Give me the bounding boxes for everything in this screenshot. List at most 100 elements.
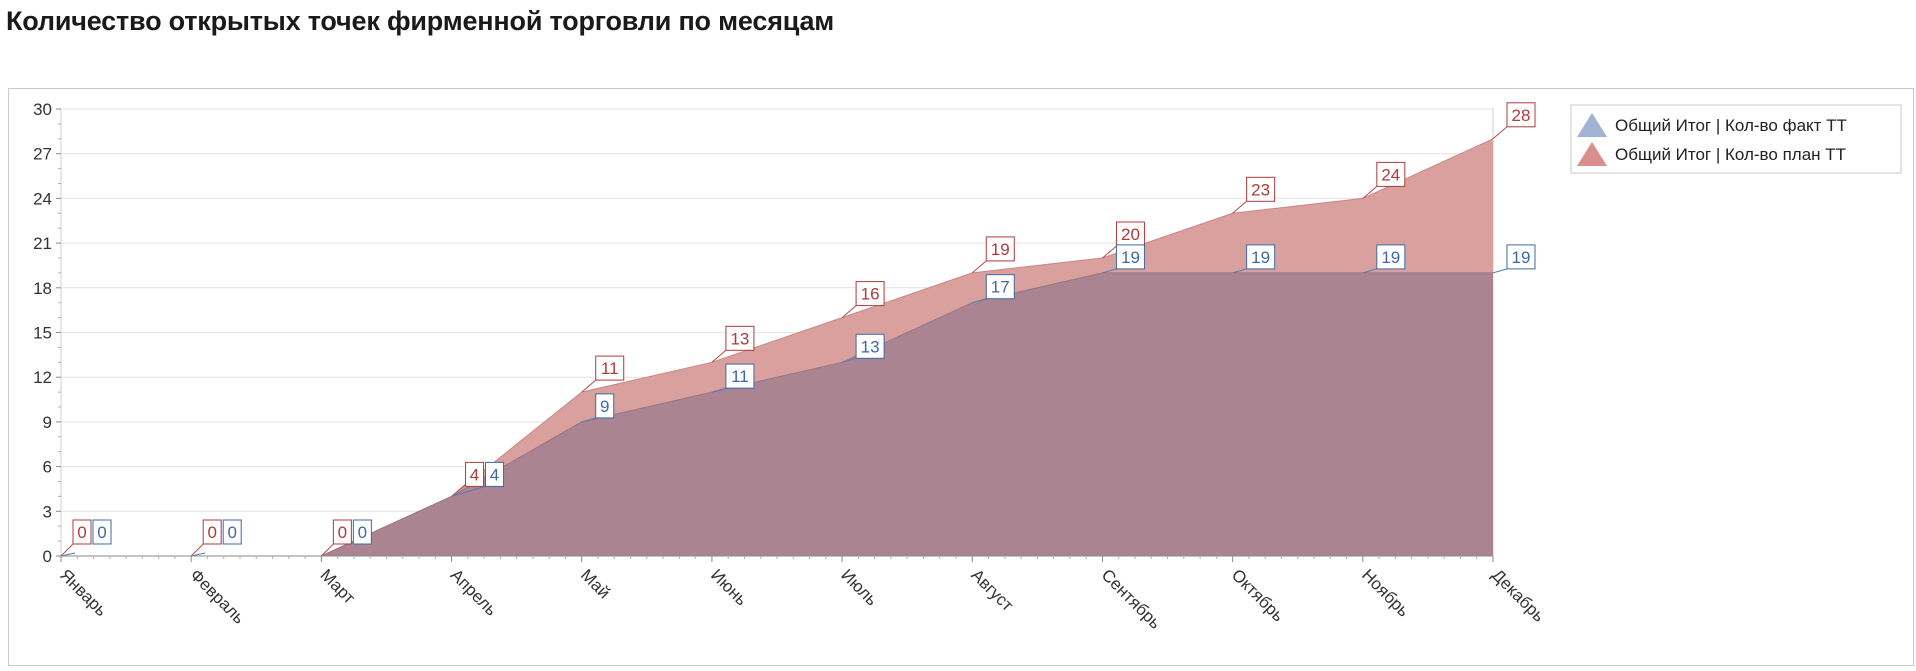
x-tick-label: Декабрь (1488, 565, 1548, 625)
x-tick-label: Сентябрь (1098, 565, 1165, 632)
plan-data-label-box (1506, 102, 1536, 128)
x-tick-label: Январь (56, 565, 111, 620)
fact-data-label: 0 (227, 523, 236, 542)
chart-title: Количество открытых точек фирменной торг… (6, 6, 835, 36)
plan-data-label-box (202, 519, 222, 545)
fact-leader-line (711, 387, 727, 393)
plan-leader-line (1232, 200, 1247, 214)
fact-data-label-box (1115, 244, 1145, 270)
fact-data-label: 0 (97, 523, 106, 542)
fact-data-label: 11 (731, 367, 749, 386)
fact-data-label-box (92, 519, 112, 545)
plan-leader-line (190, 543, 204, 557)
fact-data-label-box (1376, 244, 1406, 270)
fact-data-label-box (725, 363, 755, 389)
x-tick-label: Март (317, 565, 359, 607)
fact-data-label-box (1506, 244, 1536, 270)
y-tick-label: 9 (43, 413, 52, 432)
plan-data-label-box (1246, 176, 1276, 202)
fact-leader-line (451, 485, 486, 497)
y-tick-label: 21 (33, 234, 52, 253)
plan-data-label: 23 (1251, 180, 1270, 199)
fact-data-label: 13 (861, 337, 880, 356)
plan-leader-line (711, 349, 727, 363)
plan-leader-line (581, 379, 597, 393)
fact-data-label: 19 (1121, 248, 1140, 267)
fact-leader-line (841, 357, 857, 363)
plan-data-label-box (985, 236, 1015, 262)
fact-data-label: 19 (1381, 248, 1400, 267)
plan-data-label: 24 (1381, 165, 1400, 184)
plan-data-label-box (465, 461, 485, 487)
y-tick-label: 0 (43, 547, 52, 566)
y-tick-label: 27 (33, 145, 52, 164)
plan-data-label-box (1115, 221, 1145, 247)
chart-frame: 0 3 6 9 12 15 18 21 24 27 30 Январь Февраль Март Апрел… (8, 88, 1914, 666)
plan-data-label: 0 (207, 523, 216, 542)
legend-box (1570, 104, 1902, 174)
fact-outline (321, 272, 1493, 557)
plan-leader-line (1102, 245, 1117, 259)
fact-data-label-box (855, 333, 885, 359)
plan-leader-line (841, 305, 857, 318)
plan-data-label: 13 (730, 329, 749, 348)
y-tick-label: 24 (33, 189, 52, 208)
y-tick-label: 30 (33, 100, 52, 119)
fact-data-label-box (595, 393, 615, 419)
y-tick-label: 3 (43, 502, 52, 521)
plan-leader-line (321, 543, 334, 557)
fact-data-label-box (485, 461, 505, 487)
plan-data-label: 19 (991, 240, 1010, 259)
fact-data-label-box (222, 519, 242, 545)
fact-data-label: 0 (358, 523, 367, 542)
plan-leader-line (1492, 126, 1508, 140)
legend-triangle-icon (1577, 142, 1607, 166)
x-tick-label: Май (577, 565, 614, 602)
plan-data-label-box (332, 519, 352, 545)
x-tick-label: Октябрь (1228, 565, 1288, 625)
x-tick-label: Апрель (447, 565, 501, 619)
legend-label: Общий Итог | Кол-во факт ТТ (1615, 116, 1847, 135)
y-tick-label: 15 (33, 324, 52, 343)
x-tick-label: Август (967, 565, 1017, 615)
plan-data-label: 0 (338, 523, 347, 542)
x-tick-label: Июль (837, 565, 881, 609)
x-tick-label: Февраль (186, 565, 248, 627)
fact-area (321, 272, 1493, 556)
fact-leader-line (1102, 268, 1117, 274)
fact-leader-line (1492, 268, 1508, 274)
y-tick-label: 18 (33, 279, 52, 298)
x-tick-label: Июнь (707, 565, 751, 609)
fact-data-label: 9 (600, 397, 609, 416)
fact-data-label-box (352, 519, 372, 545)
plan-data-label-box (855, 281, 885, 307)
area-chart: 0 3 6 9 12 15 18 21 24 27 30 Январь Февраль Март Апрел… (33, 100, 1902, 633)
fact-leader-line (1362, 268, 1377, 274)
plan-data-label: 11 (601, 359, 619, 378)
plan-data-label: 16 (861, 285, 880, 304)
plan-leader-line (60, 543, 74, 557)
fact-leader-line (581, 417, 596, 423)
plan-data-label: 28 (1512, 106, 1531, 125)
fact-leader-line (1232, 268, 1247, 274)
x-tick-label: Ноябрь (1358, 565, 1413, 620)
fact-data-label-box (1246, 244, 1276, 270)
fact-data-label: 17 (991, 278, 1010, 297)
plan-leader-line (1362, 186, 1378, 199)
y-tick-label: 6 (43, 458, 52, 477)
plan-data-label-box (725, 325, 755, 351)
plan-data-label: 4 (470, 465, 479, 484)
plan-data-label: 0 (77, 523, 86, 542)
plan-leader-line (971, 260, 987, 274)
fact-leader-line (972, 298, 987, 304)
plan-data-label-box (1376, 161, 1406, 187)
plan-data-label-box (595, 355, 625, 381)
plan-data-label-box (72, 519, 92, 545)
fact-data-label: 19 (1251, 248, 1270, 267)
fact-data-label: 4 (490, 465, 499, 484)
legend-triangle-icon (1577, 113, 1607, 137)
fact-data-label-box (985, 274, 1015, 300)
y-tick-label: 12 (33, 368, 52, 387)
fact-data-label: 19 (1512, 248, 1531, 267)
plan-outline (321, 138, 1494, 557)
